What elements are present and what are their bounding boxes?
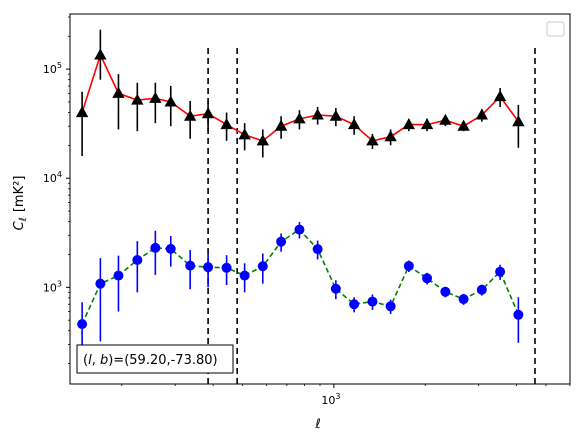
marker-circle-13 <box>312 244 323 255</box>
marker-circle-1 <box>95 278 106 289</box>
marker-triangle-21 <box>457 119 470 131</box>
marker-circle-23 <box>495 266 506 277</box>
marker-triangle-2 <box>112 86 125 98</box>
marker-triangle-8 <box>220 118 233 130</box>
y-tick-label-0: 103 <box>43 279 62 294</box>
y-axis-label-sub: ℓ <box>18 217 29 221</box>
marker-circle-11 <box>276 236 287 247</box>
marker-triangle-0 <box>75 106 89 118</box>
marker-circle-20 <box>440 286 451 297</box>
marker-circle-17 <box>385 301 396 312</box>
marker-circle-10 <box>257 261 268 272</box>
annotation-box <box>76 344 234 374</box>
marker-circle-0 <box>77 319 88 330</box>
marker-triangle-1 <box>94 48 107 60</box>
ticks: 103 104 105 103 <box>43 16 571 407</box>
marker-circle-4 <box>150 242 161 253</box>
marker-triangle-9 <box>238 128 251 140</box>
marker-circle-3 <box>132 255 143 266</box>
marker-triangle-13 <box>311 108 324 120</box>
marker-triangle-4 <box>149 91 162 103</box>
marker-triangle-3 <box>131 93 144 105</box>
marker-triangle-23 <box>493 90 507 102</box>
marker-triangle-14 <box>329 109 343 121</box>
marker-circle-24 <box>513 309 524 320</box>
marker-circle-15 <box>349 299 360 310</box>
y-axis-label: Cℓ [mK²] <box>12 176 29 231</box>
marker-triangle-15 <box>347 118 361 130</box>
y-tick-label-2: 105 <box>43 61 62 76</box>
marker-circle-12 <box>294 224 305 235</box>
marker-circle-22 <box>476 284 487 295</box>
marker-circle-8 <box>221 262 232 273</box>
marker-circle-5 <box>165 243 176 254</box>
marker-circle-9 <box>239 270 250 281</box>
y-tick-label-1: 104 <box>43 170 62 185</box>
series-1 <box>77 222 524 357</box>
series-layer <box>75 29 525 357</box>
plot-area <box>70 14 570 384</box>
legend-box <box>546 21 565 37</box>
marker-circle-2 <box>113 270 124 281</box>
marker-triangle-12 <box>293 112 306 124</box>
marker-circle-7 <box>203 262 214 273</box>
marker-triangle-18 <box>402 118 416 130</box>
marker-triangle-10 <box>256 134 269 146</box>
y-axis-label-main: C <box>12 220 27 230</box>
marker-triangle-22 <box>475 108 489 120</box>
marker-circle-16 <box>367 296 378 307</box>
marker-circle-21 <box>458 294 469 305</box>
x-tick-label-0: 103 <box>321 392 340 407</box>
marker-circle-14 <box>330 283 341 294</box>
plot-background <box>70 14 570 384</box>
marker-triangle-20 <box>439 113 452 125</box>
marker-triangle-7 <box>201 107 215 119</box>
annotation-text: (l, b)=(59.20,-73.80) <box>83 353 218 368</box>
series-0 <box>75 29 525 158</box>
y-axis-label-unit: [mK²] <box>12 176 27 213</box>
marker-circle-19 <box>422 273 433 284</box>
x-axis-label: ℓ <box>314 417 320 432</box>
marker-circle-18 <box>403 260 414 271</box>
marker-triangle-6 <box>183 109 197 121</box>
marker-triangle-24 <box>512 115 525 127</box>
marker-triangle-17 <box>384 130 397 142</box>
marker-triangle-5 <box>164 95 177 107</box>
marker-circle-6 <box>185 260 196 271</box>
marker-triangle-11 <box>274 119 288 131</box>
marker-triangle-19 <box>420 118 434 130</box>
annotation: (l, b)=(59.20,-73.80) <box>76 344 234 374</box>
marker-triangle-16 <box>366 134 379 146</box>
